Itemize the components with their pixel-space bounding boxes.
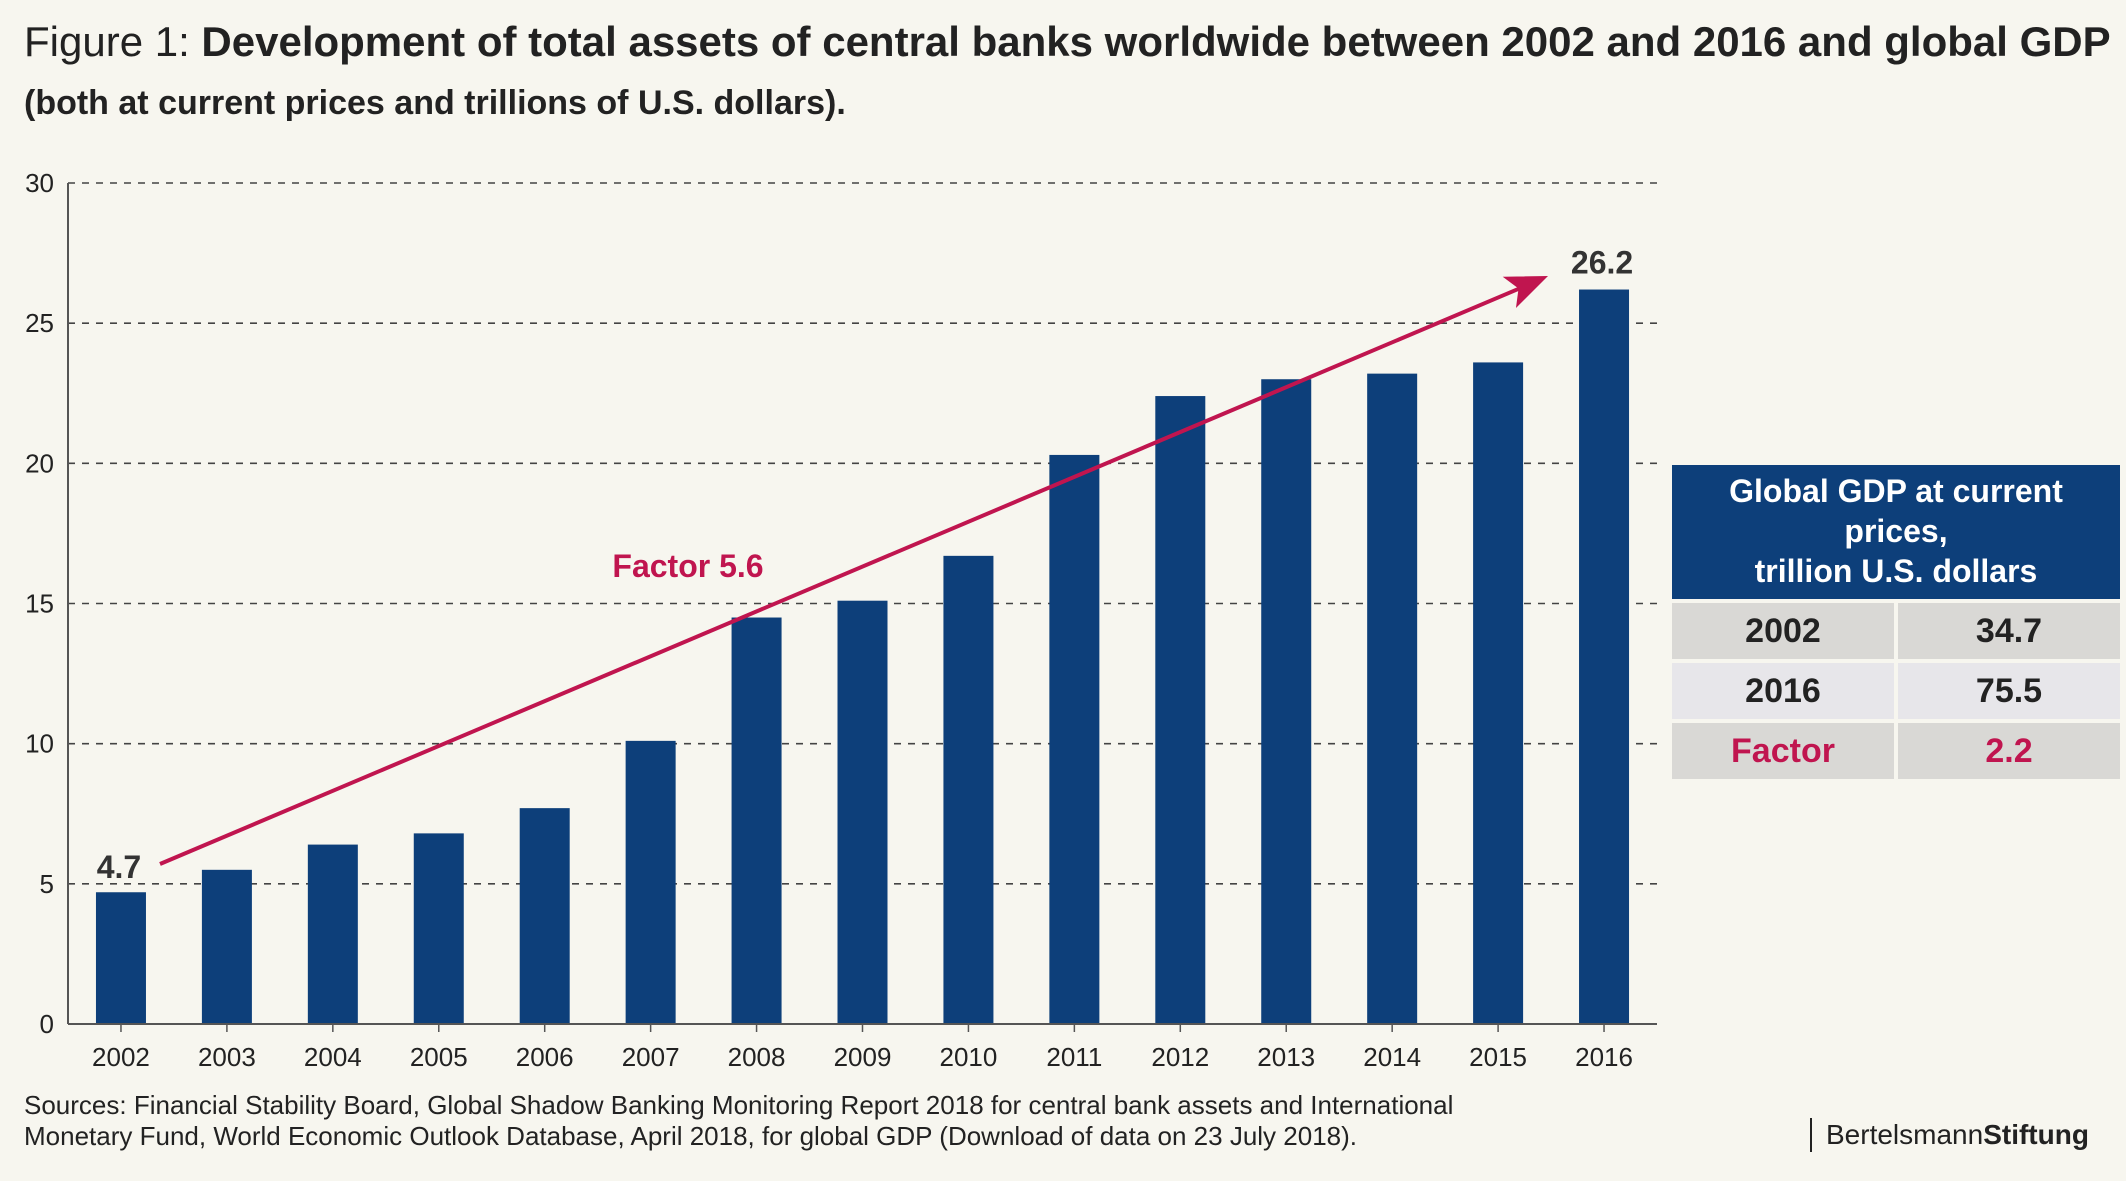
x-tick-label: 2010: [940, 1042, 998, 1072]
bar-2013: [1261, 379, 1312, 1024]
x-tick-label: 2006: [516, 1042, 574, 1072]
sources-note: Sources: Financial Stability Board, Glob…: [24, 1090, 1454, 1151]
x-tick-label: 2011: [1046, 1042, 1102, 1072]
bar-2009: [837, 600, 888, 1024]
x-tick-label: 2015: [1469, 1042, 1527, 1072]
bars: [95, 289, 1630, 1024]
bertelsmann-logo: BertelsmannStiftung: [1810, 1118, 2089, 1152]
x-tick-label: 2009: [834, 1042, 892, 1072]
x-tick-label: 2008: [728, 1042, 786, 1072]
bar-2011: [1049, 454, 1100, 1024]
bar-2016: [1579, 289, 1630, 1024]
gdp-row-label: 2016: [1672, 663, 1894, 719]
x-tick-label: 2002: [92, 1042, 150, 1072]
axes: [67, 183, 1657, 1032]
bar-2012: [1155, 396, 1206, 1024]
gdp-row-label: 2002: [1672, 603, 1894, 659]
y-tick-label: 30: [25, 168, 54, 198]
y-tick-label: 0: [40, 1009, 54, 1039]
x-tick-label: 2012: [1151, 1042, 1209, 1072]
gdp-row-2016: 2016 75.5: [1672, 663, 2120, 719]
trend-arrow-line: [159, 282, 1531, 866]
y-tick-label: 5: [40, 869, 54, 899]
y-tick-label: 20: [25, 448, 54, 478]
title-prefix: Figure 1:: [24, 18, 190, 65]
y-tick-label: 15: [25, 589, 54, 619]
x-tick-label: 2003: [198, 1042, 256, 1072]
gdp-row-2002: 2002 34.7: [1672, 603, 2120, 659]
gdp-header-line-1: Global GDP at current prices,: [1729, 473, 2063, 549]
gdp-row-value: 75.5: [1898, 663, 2120, 719]
bar-2014: [1367, 373, 1418, 1024]
gdp-row-factor: Factor 2.2: [1672, 723, 2120, 779]
x-tick-label: 2004: [304, 1042, 362, 1072]
logo-bold: Stiftung: [1983, 1119, 2089, 1150]
y-tick-label: 25: [25, 308, 54, 338]
x-tick-label: 2016: [1575, 1042, 1633, 1072]
logo-regular: Bertelsmann: [1826, 1119, 1984, 1150]
x-tick-label: 2007: [622, 1042, 680, 1072]
bar-2003: [201, 869, 252, 1024]
bar-2007: [625, 740, 676, 1024]
gdp-row-value: 34.7: [1898, 603, 2120, 659]
gdp-row-value: 2.2: [1898, 723, 2120, 779]
chart-subtitle: (both at current prices and trillions of…: [24, 84, 846, 122]
gdp-header-line-2: trillion U.S. dollars: [1754, 553, 2038, 589]
trend-arrow-head: [1502, 276, 1548, 309]
annotation-factor: Factor 5.6: [612, 548, 763, 584]
y-tick-label: 10: [25, 729, 54, 759]
gdp-table: Global GDP at current prices, trillion U…: [1672, 465, 2120, 779]
title-text: Development of total assets of central b…: [201, 18, 2111, 65]
trend-arrow: Factor 5.6: [159, 276, 1548, 866]
bar-2006: [519, 808, 570, 1024]
x-tick-label: 2014: [1363, 1042, 1421, 1072]
bar-2010: [943, 555, 994, 1024]
bar-2004: [307, 844, 358, 1024]
gdp-table-header: Global GDP at current prices, trillion U…: [1672, 465, 2120, 599]
x-tick-label: 2013: [1257, 1042, 1315, 1072]
bar-2002: [95, 892, 146, 1024]
gdp-row-label: Factor: [1672, 723, 1894, 779]
data-label-first: 4.7: [97, 849, 141, 885]
chart-title: Figure 1: Development of total assets of…: [24, 18, 2111, 66]
bar-2015: [1473, 362, 1524, 1024]
data-label-last: 26.2: [1571, 245, 1633, 281]
bar-2005: [413, 833, 464, 1024]
x-tick-label: 2005: [410, 1042, 468, 1072]
bar-2008: [731, 617, 782, 1024]
labels: 0 5 10 15 20 25 30 2002 2003 2004 2005 2006 2007 2008…: [25, 168, 1633, 1072]
